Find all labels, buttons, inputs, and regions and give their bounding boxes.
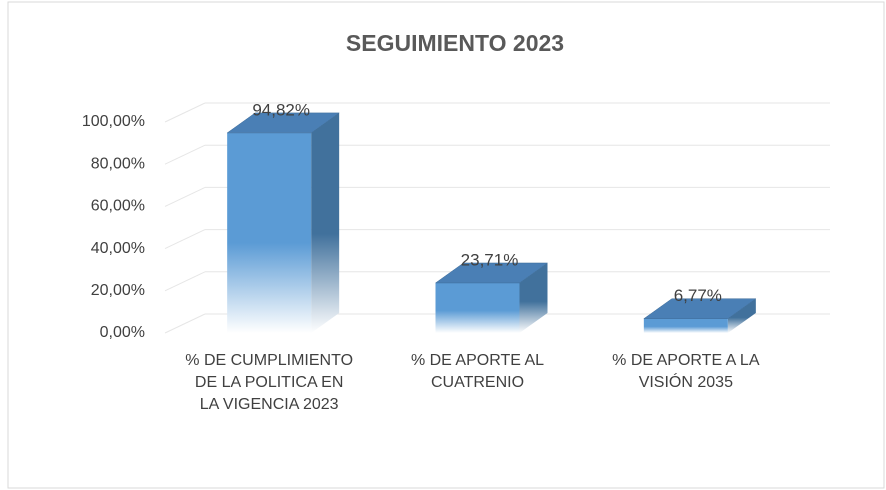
grid-line-side	[164, 229, 206, 250]
bar-side	[727, 298, 756, 333]
y-tick-label: 80,00%	[91, 155, 145, 172]
y-tick-label: 40,00%	[91, 240, 145, 257]
x-tick-label: % DE APORTE A LA VISIÓN 2035	[612, 352, 760, 391]
bar-top	[226, 112, 340, 134]
bar	[435, 282, 520, 333]
y-tick-label: 100,00%	[82, 113, 145, 130]
data-label: 6,77%	[674, 286, 722, 305]
data-label: 23,71%	[461, 250, 519, 269]
grid-line-side	[164, 102, 206, 123]
x-tick-label: % DE CUMPLIMIENTO DE LA POLITICA EN LA V…	[185, 352, 354, 413]
bar	[643, 318, 728, 333]
grid-line-side	[164, 271, 206, 292]
bar	[227, 132, 312, 333]
x-tick-label: % DE APORTE AL CUATRENIO	[410, 352, 545, 391]
data-label: 94,82%	[252, 100, 310, 119]
bar-top	[434, 262, 549, 284]
y-tick-label: 20,00%	[91, 282, 145, 299]
grid-line-side	[164, 186, 206, 207]
bar-side	[311, 112, 340, 333]
y-tick-label: 60,00%	[91, 198, 145, 215]
grid-line-side	[164, 144, 206, 165]
bar-side	[519, 262, 548, 333]
grid-line-side	[164, 313, 206, 334]
chart-border	[7, 1, 885, 489]
chart-title: SEGUIMIENTO 2023	[346, 30, 564, 56]
bar-top	[643, 298, 757, 319]
y-tick-label: 0,00%	[100, 324, 145, 341]
